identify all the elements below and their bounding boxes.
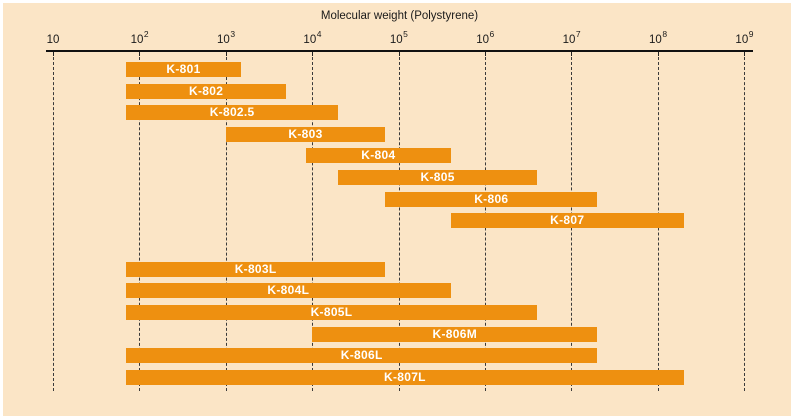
bar-label: K-806M [432,326,478,341]
bar-label: K-801 [166,62,201,76]
bar-label: K-807L [383,369,426,384]
bar-label: K-804 [361,148,396,163]
x-tick-mark [312,52,314,56]
chart-title: Molecular weight (Polystyrene) [320,10,479,22]
x-tick-label: 109 [735,29,754,46]
column-range-bar: K-801 [126,62,241,77]
bar-label: K-803L [234,261,277,276]
bar-label: K-805L [310,305,353,319]
column-range-bar: K-802.5 [126,105,339,121]
x-tick-label: 107 [562,29,581,46]
column-range-bar: K-805L [126,305,538,320]
bar-label: K-806 [474,191,509,206]
column-range-bar: K-806 [385,191,598,207]
column-range-bar: K-807L [126,369,684,385]
x-tick-label: 108 [649,29,668,46]
x-tick-label: 10 [46,34,60,46]
x-tick-mark [398,52,400,56]
column-range-bar: K-805 [338,170,537,185]
page-edge-left [0,0,3,416]
x-tick-mark [225,52,227,56]
x-tick-mark [657,52,659,56]
bar-label: K-805 [420,170,455,184]
x-tick-mark [744,52,746,56]
page-edge-top [0,0,791,3]
gridline [225,57,227,391]
bar-label: K-802.5 [209,105,255,120]
column-range-bar: K-806L [126,348,598,364]
x-tick-mark [53,52,54,56]
gridline [139,57,141,391]
column-range-bar: K-807 [450,213,684,229]
x-tick-mark [485,52,486,56]
x-tick-label: 102 [130,29,149,46]
column-range-bar: K-804L [126,283,451,299]
x-tick-label: 106 [476,29,495,46]
column-range-bar: K-804 [306,148,451,164]
column-range-bar: K-803L [126,261,386,277]
column-range-bar: K-803 [225,126,386,142]
bar-label: K-804L [267,283,310,298]
bar-label: K-807 [550,213,585,228]
x-tick-label: 104 [303,29,322,46]
bar-label: K-802 [189,83,224,98]
bar-label: K-803 [288,126,323,141]
x-tick-mark [571,52,573,56]
gridline [744,57,746,391]
x-axis-line [46,50,753,52]
column-range-bar: K-806M [312,326,598,342]
x-tick-mark [139,52,141,56]
x-tick-label: 103 [217,29,236,46]
bar-label: K-806L [340,348,383,363]
gridline [312,57,314,391]
gridline [398,57,400,391]
column-range-bar: K-802 [126,83,287,99]
gridline [53,57,54,391]
x-tick-label: 105 [389,29,408,46]
